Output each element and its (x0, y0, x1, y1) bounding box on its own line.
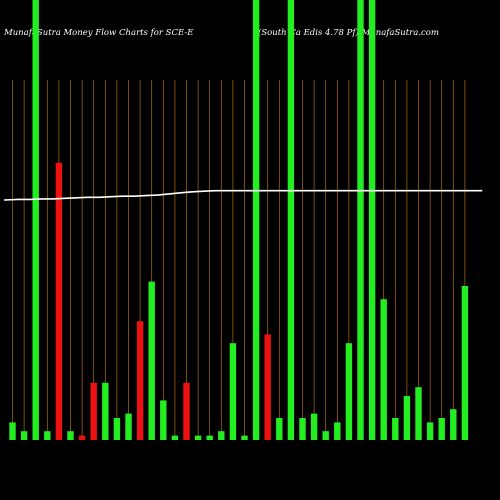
money-flow-bar (102, 382, 109, 440)
money-flow-bar (44, 431, 51, 440)
money-flow-bar (148, 281, 155, 440)
money-flow-bar (264, 334, 271, 440)
money-flow-bar (392, 418, 399, 440)
money-flow-bar (403, 396, 411, 440)
money-flow-bar (241, 435, 248, 440)
money-flow-bar (9, 422, 16, 440)
money-flow-bar (334, 422, 341, 440)
money-flow-bar (229, 343, 237, 440)
money-flow-bar (194, 435, 202, 440)
money-flow-bar (357, 0, 364, 440)
money-flow-bar (171, 435, 179, 440)
money-flow-bar (276, 418, 283, 440)
money-flow-bar (218, 431, 225, 440)
money-flow-bar (20, 431, 28, 440)
money-flow-bar (368, 0, 376, 440)
money-flow-bar (32, 0, 39, 440)
money-flow-bar (415, 387, 422, 440)
money-flow-bar (461, 286, 469, 440)
money-flow-bar (450, 409, 457, 440)
money-flow-bar (252, 0, 260, 440)
money-flow-bar (438, 418, 445, 440)
money-flow-bar (426, 422, 434, 440)
chart-title-left: MunafaSutra Money Flow Charts for SCE-E (4, 28, 194, 38)
price-line (3, 189, 483, 201)
money-flow-bar (345, 343, 353, 440)
money-flow-bar (287, 0, 295, 440)
money-flow-bar (125, 413, 132, 440)
money-flow-bar (299, 418, 306, 440)
money-flow-bar (113, 418, 121, 440)
money-flow-bar (183, 382, 190, 440)
money-flow-bar (160, 400, 167, 440)
gridlines (12, 80, 466, 440)
money-flow-bar (322, 431, 329, 440)
money-flow-bar (206, 435, 213, 440)
money-flow-bar (55, 162, 63, 441)
money-flow-bars (9, 0, 469, 441)
money-flow-bar (136, 321, 144, 440)
money-flow-bar (90, 382, 97, 440)
money-flow-bar (78, 435, 86, 440)
money-flow-bar (310, 413, 318, 440)
chart-title-right: (South Ca Edis 4.78 Pf) MunafaSutra.com (258, 28, 439, 38)
money-flow-bar (67, 431, 74, 440)
money-flow-bar (380, 299, 387, 440)
